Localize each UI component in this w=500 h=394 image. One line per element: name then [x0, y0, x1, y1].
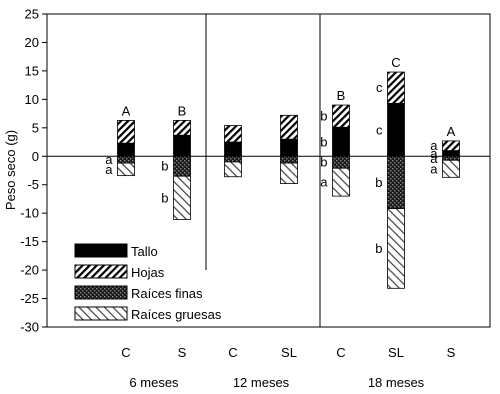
legend-label-hojas: Hojas — [131, 265, 165, 280]
plot-area — [46, 13, 491, 328]
bar-segment-raices-finas — [280, 155, 298, 164]
y-tick-label: 25 — [25, 7, 39, 22]
bar-segment-raices-gruesas — [332, 167, 350, 197]
bar-segment-raices-gruesas — [387, 208, 405, 289]
bar-segment-raices-gruesas — [173, 175, 191, 220]
bar-segment-hojas — [442, 140, 460, 151]
y-tick-label: 10 — [25, 92, 39, 107]
bar-segment-raices-gruesas — [280, 162, 298, 184]
y-tick-label: 15 — [25, 63, 39, 78]
x-axis: C S C SL C SL S 6 meses 12 meses 18 meses — [121, 345, 455, 390]
y-tick-label: 0 — [32, 149, 39, 164]
bar-segment-hojas — [224, 125, 242, 143]
y-tick-label: -30 — [20, 320, 39, 335]
bar-segment-raices-finas — [224, 155, 242, 163]
bar-segment-tallo — [173, 134, 191, 157]
group-letter: C — [391, 55, 400, 70]
bar-segment-raices-finas — [442, 155, 460, 161]
group-letter: A — [122, 103, 131, 118]
segment-letter: b — [161, 190, 168, 205]
x-group-label: 6 meses — [129, 375, 179, 390]
x-tick-label: S — [447, 345, 456, 360]
bar-segment-raices-finas — [332, 155, 350, 169]
y-tick-label: -20 — [20, 263, 39, 278]
bar-segment-tallo — [224, 141, 242, 157]
x-tick-label: C — [336, 345, 345, 360]
y-axis-label: Peso seco (g) — [3, 130, 18, 210]
bar-segment-hojas — [387, 71, 405, 104]
segment-letter: a — [430, 161, 438, 176]
group-letter: A — [447, 124, 456, 139]
y-tick-label: -25 — [20, 291, 39, 306]
x-tick-label: S — [178, 345, 187, 360]
segment-letter: b — [320, 155, 327, 170]
segment-letter: a — [430, 138, 438, 153]
y-tick-label: 5 — [32, 120, 39, 135]
segment-letter: a — [105, 162, 113, 177]
x-tick-label: C — [228, 345, 237, 360]
legend-label-raices-finas: Raíces finas — [131, 286, 203, 301]
segment-letter: b — [375, 241, 382, 256]
bar-segment-hojas — [332, 104, 350, 128]
bar-segment-tallo — [332, 126, 350, 157]
y-axis: -30 -25 -20 -15 -10 -5 0 5 10 15 20 25 — [20, 7, 47, 335]
y-tick-label: -5 — [27, 177, 39, 192]
x-group-label: 18 meses — [368, 375, 425, 390]
y-tick-label: -10 — [20, 206, 39, 221]
segment-letter: b — [375, 175, 382, 190]
x-tick-label: SL — [388, 345, 404, 360]
bar-segment-hojas — [117, 120, 135, 144]
bar-segment-tallo — [442, 150, 460, 157]
legend: Tallo Hojas Raíces finas Raíces gruesas — [74, 243, 222, 322]
bar-segment-hojas — [173, 120, 191, 136]
bar-segment-raices-gruesas — [442, 159, 460, 178]
x-tick-label: SL — [281, 345, 297, 360]
segment-letter: a — [430, 151, 438, 166]
bar-segment-tallo — [280, 138, 298, 157]
legend-swatch-raices-finas — [74, 285, 128, 300]
bar-segment-raices-gruesas — [117, 162, 135, 177]
legend-swatch-hojas — [74, 264, 128, 279]
bars — [117, 71, 460, 289]
segment-letter: b — [320, 134, 327, 149]
group-letter: B — [178, 103, 187, 118]
segment-letter: b — [161, 159, 168, 174]
bar-segment-raices-finas — [387, 155, 405, 210]
segment-letter: a — [430, 146, 438, 161]
legend-label-tallo: Tallo — [131, 244, 158, 259]
bar-segment-hojas — [280, 114, 298, 140]
y-tick-label: -15 — [20, 234, 39, 249]
legend-swatch-raices-gruesas — [74, 306, 128, 321]
legend-label-raices-gruesas: Raíces gruesas — [131, 307, 222, 322]
segment-letter: a — [320, 175, 328, 190]
bar-segment-tallo — [117, 142, 135, 157]
bar-segment-tallo — [387, 102, 405, 157]
bar-segment-raices-gruesas — [224, 161, 242, 178]
y-tick-label: 20 — [25, 35, 39, 50]
segment-letter: c — [376, 122, 383, 137]
group-letter: B — [337, 88, 346, 103]
x-tick-label: C — [121, 345, 130, 360]
legend-swatch-tallo — [74, 243, 128, 258]
plot-frame — [46, 13, 491, 328]
bar-segment-raices-finas — [117, 155, 135, 164]
segment-letter: a — [105, 152, 113, 167]
segment-letter: c — [376, 80, 383, 95]
segment-letter: b — [320, 109, 327, 124]
x-group-label: 12 meses — [233, 375, 290, 390]
bar-segment-raices-finas — [173, 155, 191, 177]
